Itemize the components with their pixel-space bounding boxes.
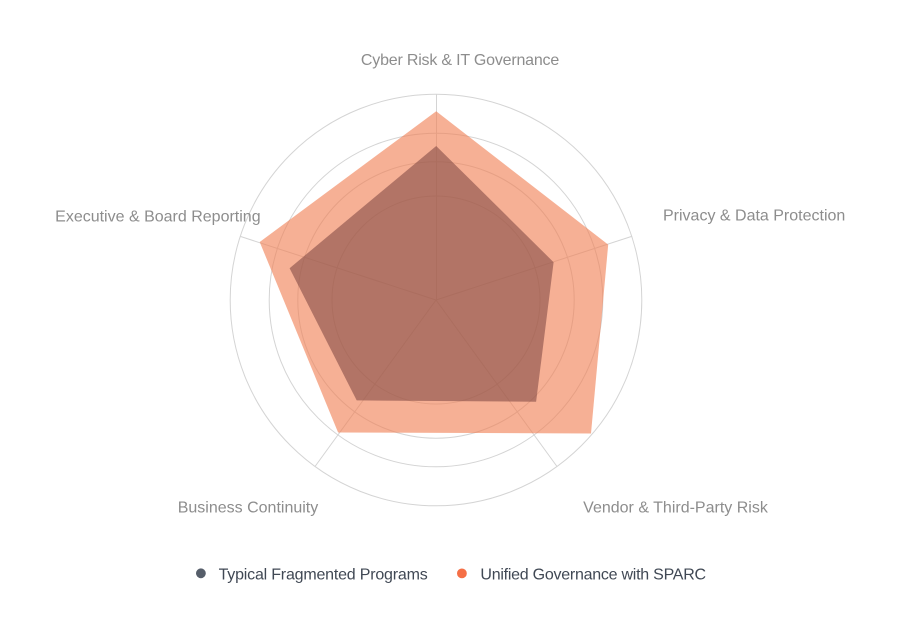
svg-text:Vendor & Third-Party Risk: Vendor & Third-Party Risk [583, 500, 769, 517]
svg-text:Unified Governance with SPARC: Unified Governance with SPARC [480, 567, 705, 584]
svg-text:Privacy & Data Protection: Privacy & Data Protection [663, 208, 845, 225]
svg-text:Executive & Board Reporting: Executive & Board Reporting [55, 209, 260, 226]
svg-text:Cyber Risk & IT Governance: Cyber Risk & IT Governance [361, 52, 559, 69]
svg-text:Typical Fragmented Programs: Typical Fragmented Programs [219, 567, 428, 584]
svg-text:Business Continuity: Business Continuity [178, 500, 319, 517]
